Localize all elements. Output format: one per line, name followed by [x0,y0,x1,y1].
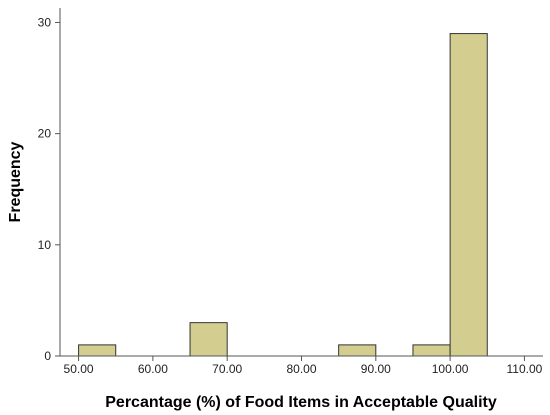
y-tick-label: 0 [44,349,51,363]
x-tick-label: 110.00 [507,362,543,376]
histogram-bar-3 [412,344,451,357]
y-tick-label: 20 [38,127,52,141]
histogram-bar-1 [189,322,228,357]
x-axis-title: Percantage (%) of Food Items in Acceptab… [105,394,497,411]
histogram-bar-4 [449,33,488,357]
x-tick-label: 80.00 [286,362,316,376]
y-tick-label: 10 [38,238,52,252]
histogram-bar-2 [338,344,377,357]
x-tick-label: 90.00 [361,362,391,376]
y-ticks-group: 0 10 20 30 [38,15,60,363]
plot-area: 0 10 20 30 50.00 60.00 70.00 80.00 90.00 100.00 1… [38,8,543,376]
bars-group [78,33,488,357]
x-tick-label: 100.00 [432,362,469,376]
histogram-bar-0 [78,344,117,357]
x-tick-label: 50.00 [64,362,94,376]
y-tick-label: 30 [38,15,52,29]
x-tick-label: 60.00 [138,362,168,376]
x-ticks-group: 50.00 60.00 70.00 80.00 90.00 100.00 110.00 [64,356,543,376]
x-tick-label: 70.00 [212,362,242,376]
y-axis-title: Frequency [7,141,24,222]
